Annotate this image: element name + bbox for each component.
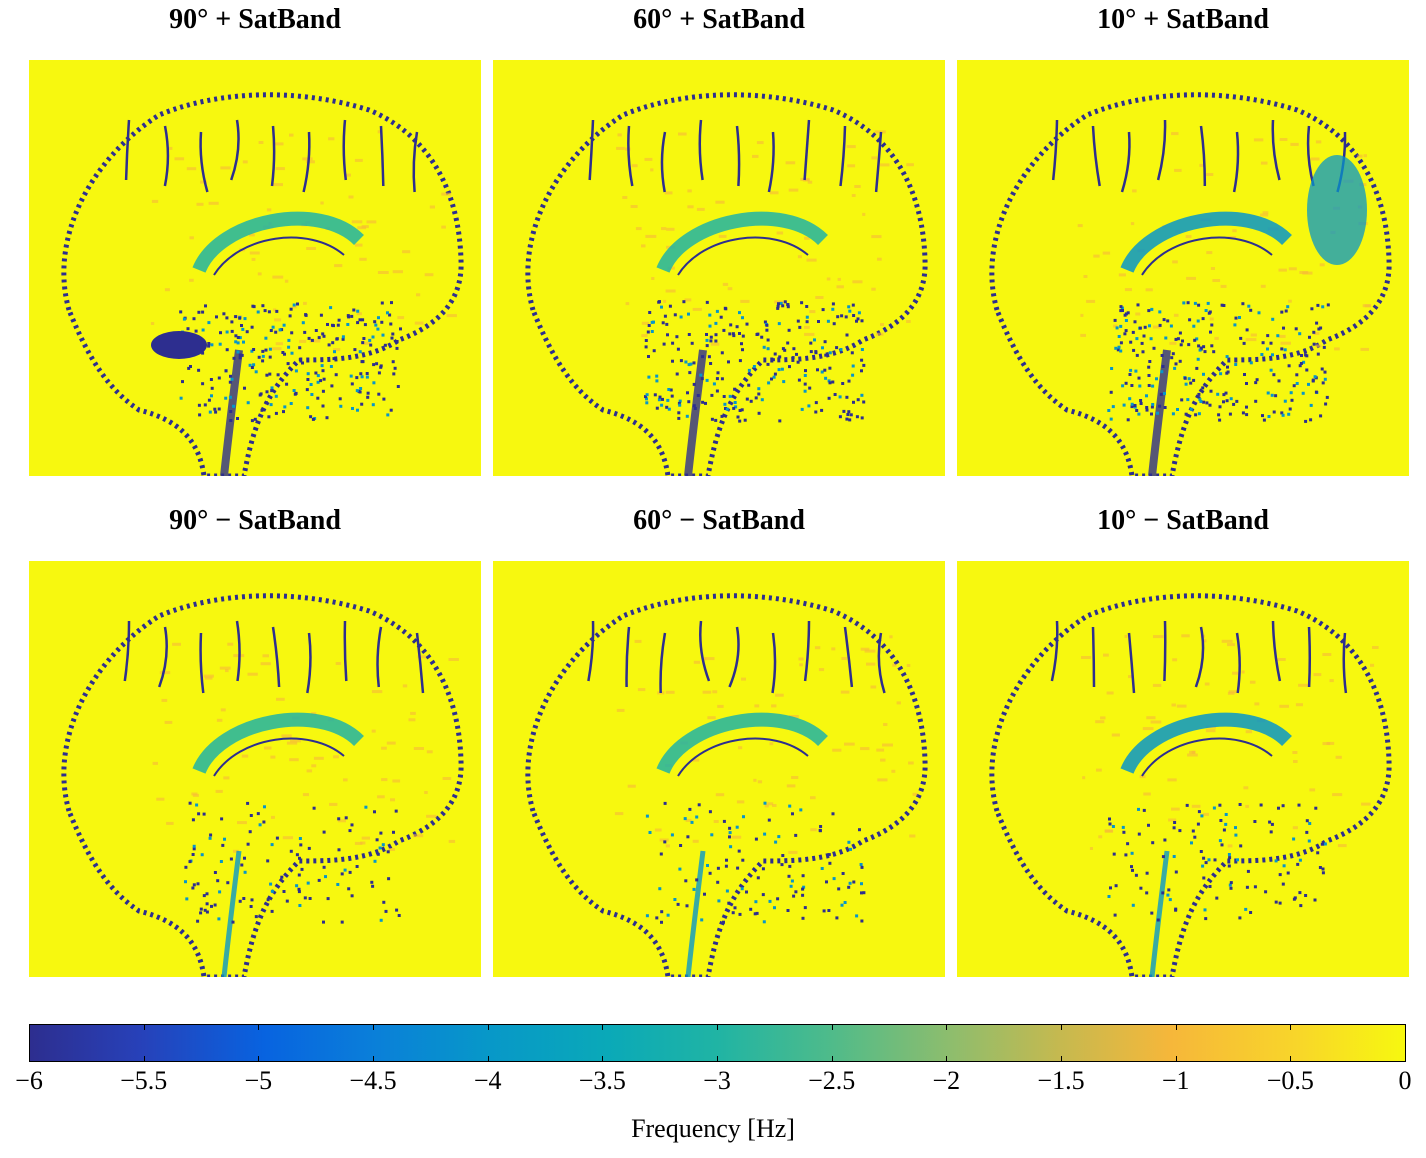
colorbar-tick-label: −4: [473, 1066, 502, 1095]
colorbar-tick-label: −5.5: [120, 1066, 168, 1095]
colorbar-tick: [602, 1056, 604, 1062]
colorbar-tick: [831, 1056, 833, 1062]
brain-map-image: [525, 593, 928, 977]
colorbar-tick: [258, 1024, 260, 1030]
colorbar-tick: [717, 1056, 718, 1062]
colorbar-tick: [373, 1056, 374, 1062]
panel-title-1: 90° + SatBand: [169, 4, 341, 35]
brain-map-image: [61, 92, 464, 476]
colorbar-tick-label: 0: [1398, 1066, 1412, 1095]
colorbar-tick: [1405, 1024, 1406, 1030]
colorbar-tick-label: −0.5: [1266, 1066, 1314, 1095]
colorbar-tick: [717, 1024, 718, 1030]
brain-map-90-plus: [29, 60, 481, 476]
colorbar-tick-label: −2.5: [808, 1066, 856, 1095]
colorbar-tick: [487, 1056, 489, 1062]
brain-map-90-minus: [29, 561, 481, 977]
colorbar-tick: [29, 1024, 30, 1030]
panel-title-5: 60° − SatBand: [633, 505, 805, 536]
colorbar-tick: [1290, 1056, 1292, 1062]
colorbar-tick: [373, 1024, 374, 1030]
colorbar-tick: [143, 1024, 145, 1030]
brain-map-60-minus: [493, 561, 945, 977]
brain-map-image: [525, 92, 928, 476]
brain-map-image: [989, 593, 1392, 977]
panel-title-4: 90° − SatBand: [169, 505, 341, 536]
colorbar-tick-label: −3: [703, 1066, 731, 1095]
colorbar-tick-label: −3.5: [578, 1066, 626, 1095]
brain-map-image: [989, 92, 1392, 476]
brain-map-10-plus: [957, 60, 1409, 476]
colorbar-tick: [1175, 1056, 1177, 1062]
colorbar-tick-label: −4.5: [349, 1066, 397, 1095]
colorbar-label: Frequency [Hz]: [631, 1114, 795, 1143]
colorbar-tick: [29, 1056, 30, 1062]
colorbar-tick: [1175, 1024, 1177, 1030]
brain-map-image: [61, 593, 464, 977]
panel-title-3: 10° + SatBand: [1097, 4, 1269, 35]
colorbar-tick: [602, 1024, 604, 1030]
colorbar-tick: [143, 1056, 145, 1062]
colorbar-tick: [1061, 1024, 1062, 1030]
colorbar-tick: [487, 1024, 489, 1030]
colorbar-tick: [1290, 1024, 1292, 1030]
brain-map-10-minus: [957, 561, 1409, 977]
brain-map-60-plus: [493, 60, 945, 476]
colorbar-tick: [831, 1024, 833, 1030]
panel-title-2: 60° + SatBand: [633, 4, 805, 35]
colorbar-tick: [946, 1056, 948, 1062]
colorbar-tick-label: −1.5: [1037, 1066, 1085, 1095]
colorbar-tick-label: −2: [932, 1066, 961, 1095]
colorbar-tick-label: −1: [1161, 1066, 1190, 1095]
colorbar-tick-label: −5: [244, 1066, 273, 1095]
colorbar-tick: [1405, 1056, 1406, 1062]
colorbar-tick: [946, 1024, 948, 1030]
colorbar-tick: [258, 1056, 260, 1062]
panel-title-6: 10° − SatBand: [1097, 505, 1269, 536]
colorbar-tick: [1061, 1056, 1062, 1062]
colorbar-tick-label: −6: [15, 1066, 43, 1095]
